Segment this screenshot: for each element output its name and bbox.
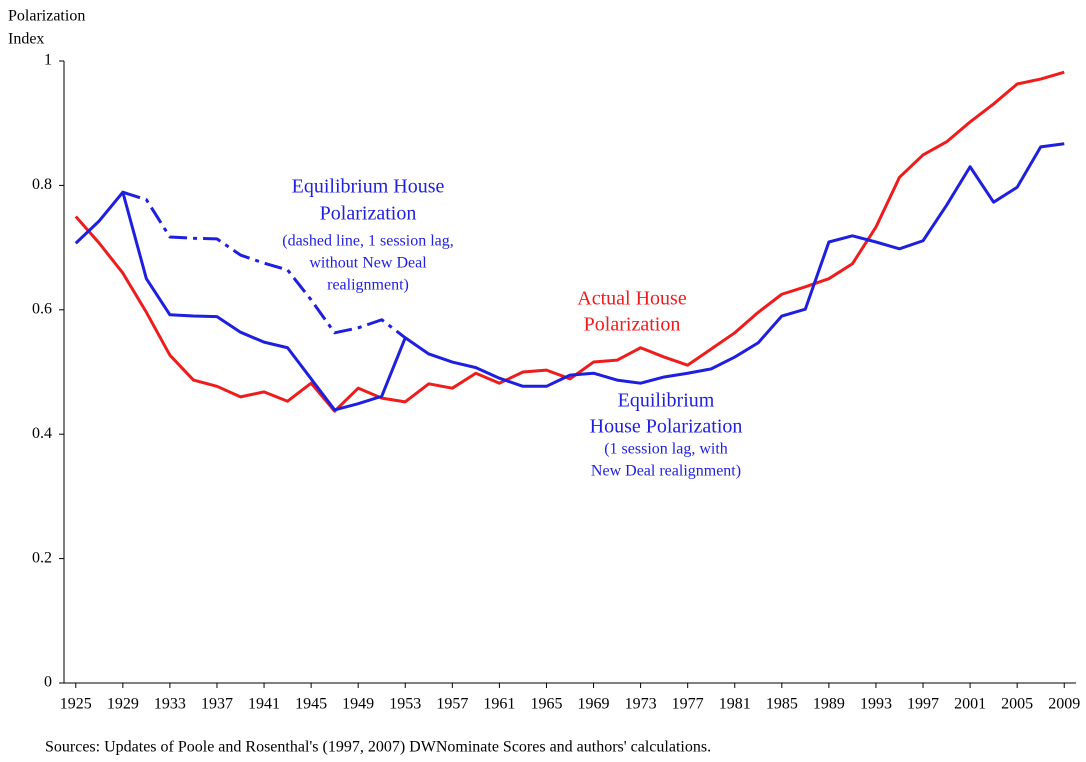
annotation: without New Deal xyxy=(309,255,427,272)
x-tick-label: 2005 xyxy=(1001,696,1033,713)
annotation: House Polarization xyxy=(590,416,743,438)
annotation: Equilibrium xyxy=(618,390,715,412)
x-tick-label: 1985 xyxy=(766,696,798,713)
series-line xyxy=(74,70,1065,413)
y-tick-label: 0.4 xyxy=(32,425,52,442)
x-tick-label: 1925 xyxy=(60,696,92,713)
x-tick-label: 1949 xyxy=(342,696,374,713)
annotation: (dashed line, 1 session lag, xyxy=(282,233,454,250)
annotation: (1 session lag, with xyxy=(604,441,728,458)
x-tick-label: 1973 xyxy=(625,696,657,713)
x-tick-label: 1937 xyxy=(201,696,233,713)
annotation: Polarization xyxy=(584,314,681,336)
series-line xyxy=(122,190,407,339)
x-tick-label: 1997 xyxy=(907,696,939,713)
x-tick-label: 1961 xyxy=(483,696,515,713)
y-axis-label: Polarization xyxy=(8,8,85,25)
x-tick-label: 1977 xyxy=(672,696,704,713)
y-tick-label: 1 xyxy=(44,52,52,69)
x-tick-label: 1965 xyxy=(530,696,562,713)
y-axis-label: Index xyxy=(8,31,44,48)
x-tick-label: 1981 xyxy=(719,696,751,713)
y-tick-label: 0 xyxy=(44,674,52,691)
y-tick-label: 0.8 xyxy=(32,176,52,193)
series-line xyxy=(74,142,1065,412)
x-tick-label: 2001 xyxy=(954,696,986,713)
x-tick-label: 1933 xyxy=(154,696,186,713)
annotation: Equilibrium House xyxy=(292,176,445,198)
y-tick-label: 0.6 xyxy=(32,300,52,317)
x-tick-label: 1929 xyxy=(107,696,139,713)
x-tick-label: 1969 xyxy=(578,696,610,713)
x-tick-label: 1957 xyxy=(436,696,468,713)
y-tick-label: 0.2 xyxy=(32,549,52,566)
x-tick-label: 1989 xyxy=(813,696,845,713)
x-tick-label: 2009 xyxy=(1048,696,1080,713)
annotation: Polarization xyxy=(320,203,417,225)
annotation: realignment) xyxy=(327,277,409,294)
source-note: Sources: Updates of Poole and Rosenthal'… xyxy=(45,739,711,756)
x-tick-label: 1945 xyxy=(295,696,327,713)
annotation: New Deal realignment) xyxy=(591,463,741,480)
x-tick-label: 1941 xyxy=(248,696,280,713)
x-tick-label: 1993 xyxy=(860,696,892,713)
x-tick-label: 1953 xyxy=(389,696,421,713)
annotation: Actual House xyxy=(577,288,687,310)
